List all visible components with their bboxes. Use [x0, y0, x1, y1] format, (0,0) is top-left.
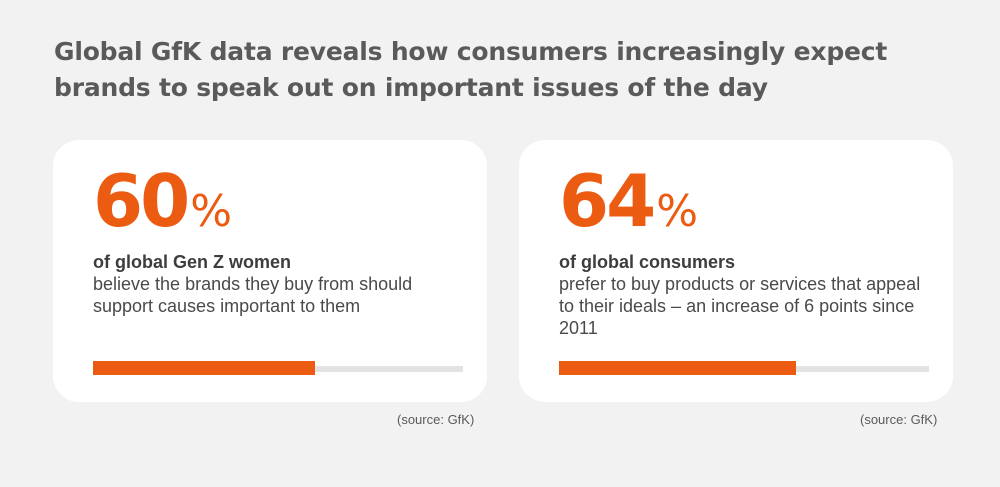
- stat-value: 64%: [559, 160, 698, 242]
- stat-value: 60%: [93, 160, 232, 242]
- stat-detail: prefer to buy products or services that …: [559, 274, 921, 338]
- page-title: Global GfK data reveals how consumers in…: [54, 37, 888, 102]
- source-note: (source: GfK): [397, 412, 475, 427]
- progress-track: [93, 361, 463, 375]
- stat-description: of global Gen Z women believe the brands…: [93, 251, 473, 317]
- stat-subject: of global consumers: [559, 252, 736, 272]
- source-note: (source: GfK): [860, 412, 938, 427]
- stat-subject: of global Gen Z women: [93, 252, 291, 272]
- stat-number: 64: [559, 159, 656, 243]
- progress-bar-fill: [93, 361, 315, 375]
- stat-detail: believe the brands they buy from should …: [93, 274, 413, 316]
- stat-number: 60: [93, 159, 190, 243]
- progress-track: [559, 361, 929, 375]
- stat-card-gen-z-women: 60% of global Gen Z women believe the br…: [53, 140, 487, 402]
- stat-unit: %: [656, 186, 699, 237]
- stat-card-global-consumers: 64% of global consumers prefer to buy pr…: [519, 140, 953, 402]
- progress-bar-fill: [559, 361, 796, 375]
- stat-unit: %: [190, 186, 233, 237]
- stat-description: of global consumers prefer to buy produc…: [559, 251, 939, 339]
